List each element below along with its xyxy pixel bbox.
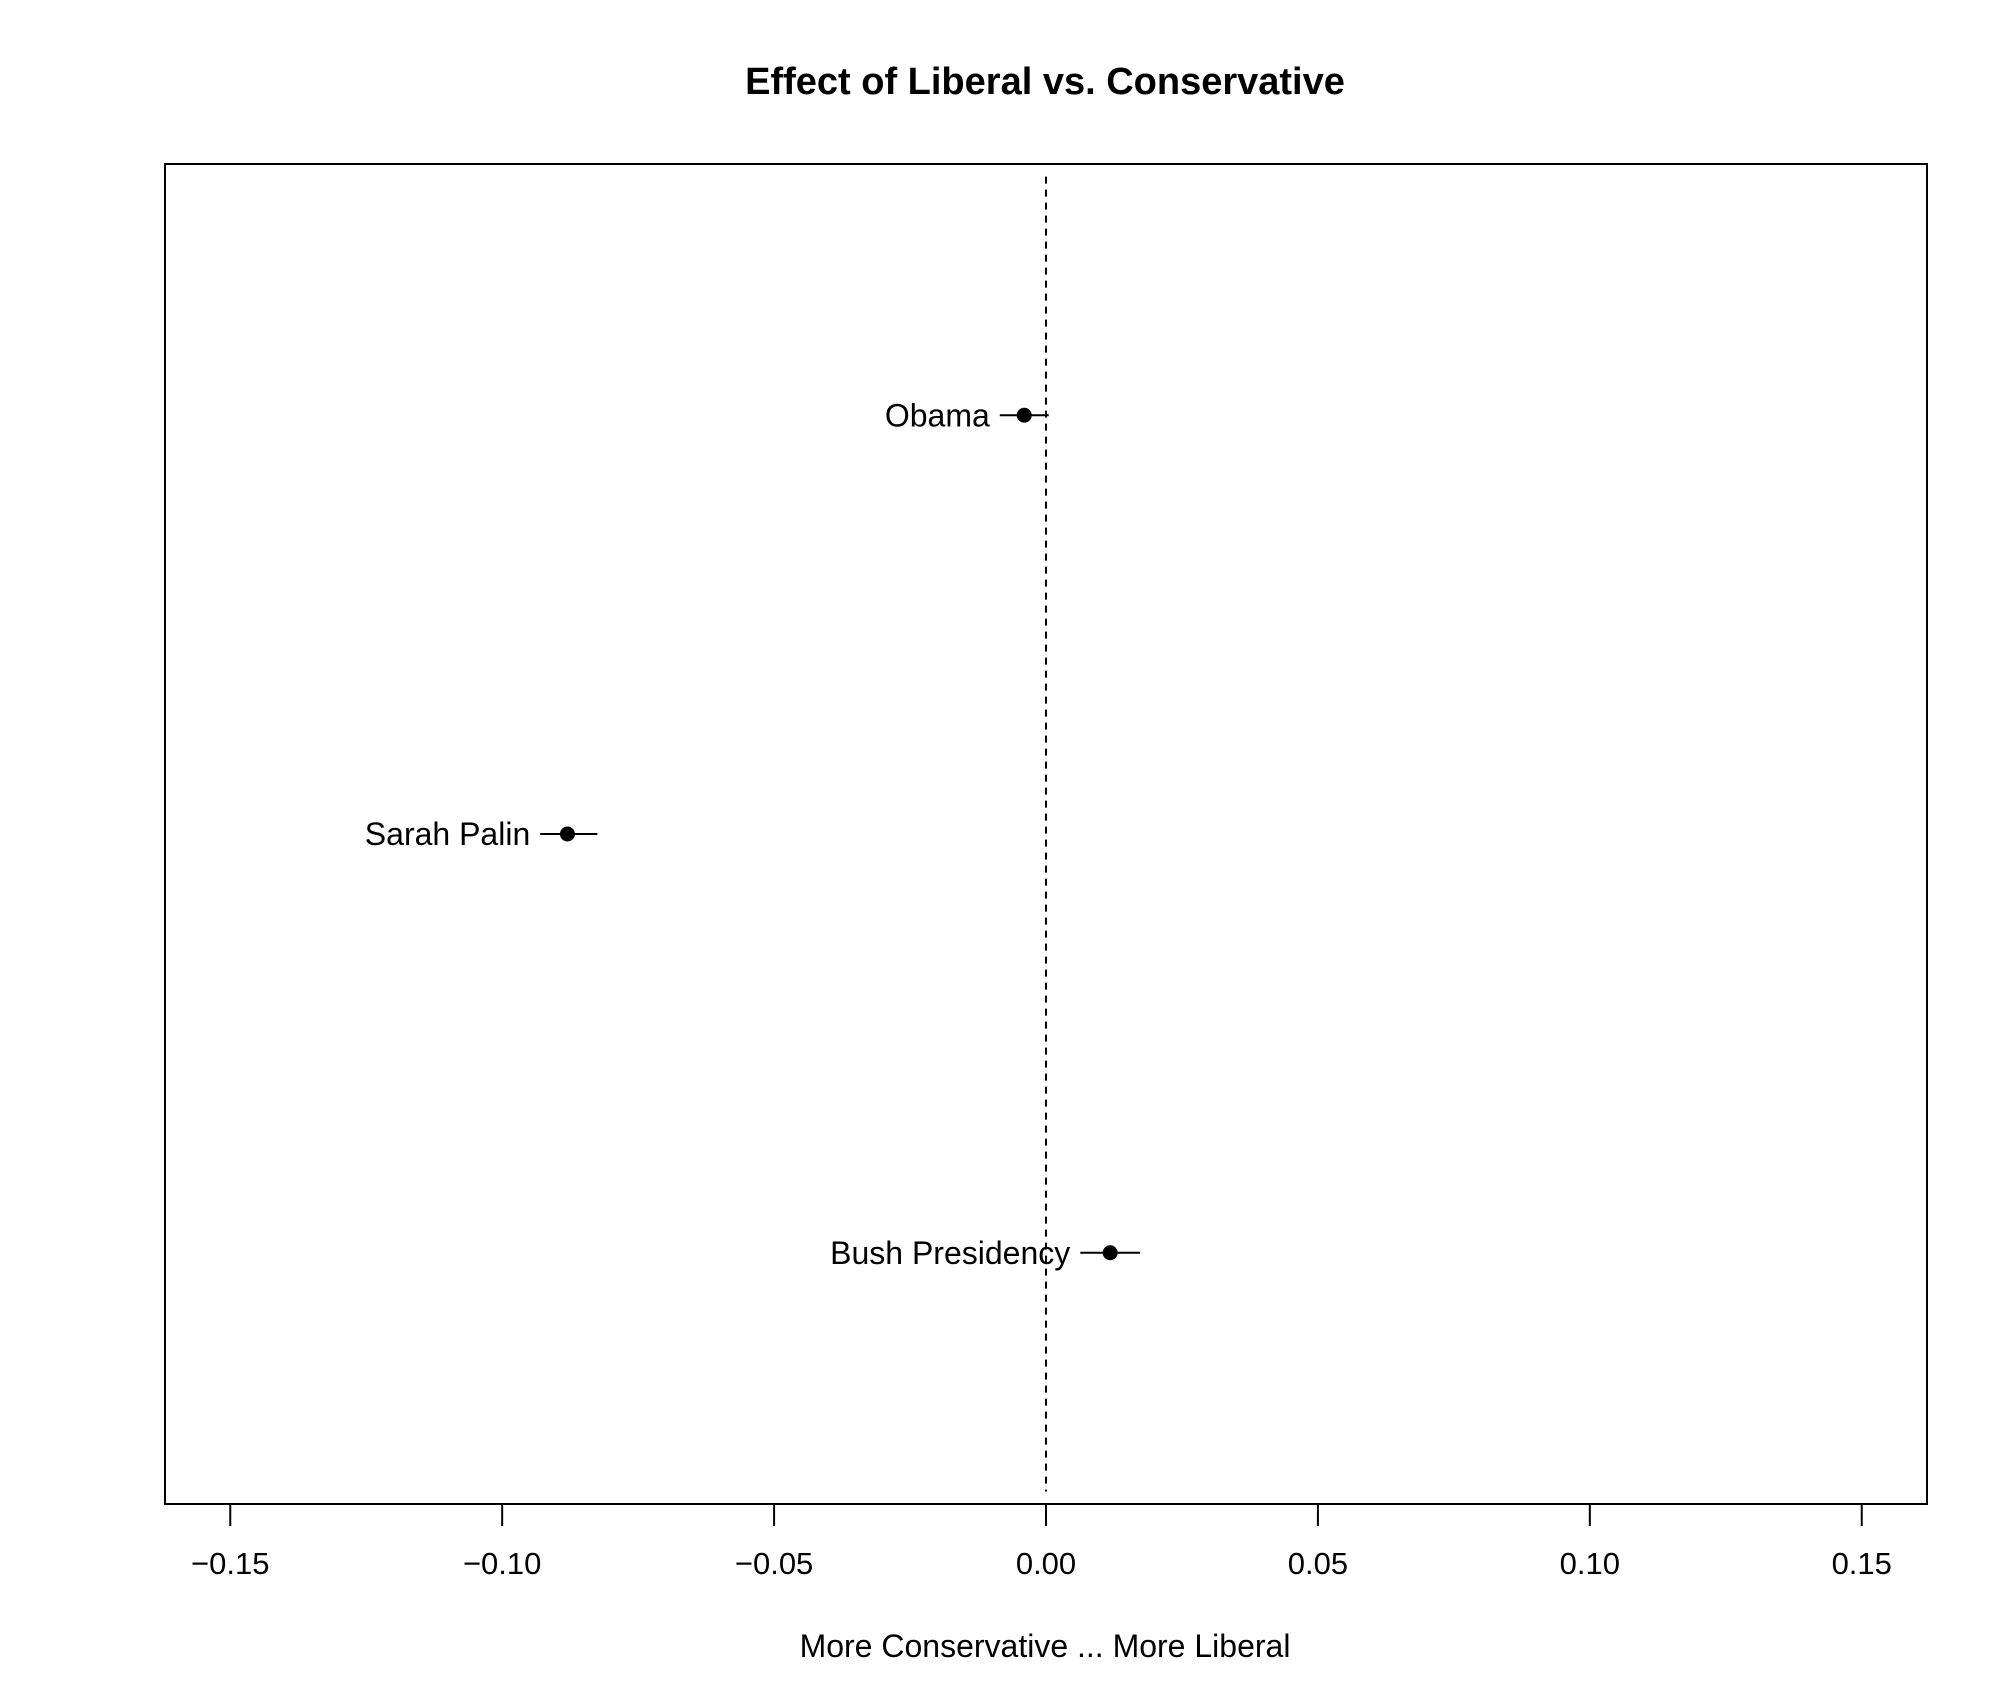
x-tick-label: −0.10 [463, 1546, 541, 1581]
estimate-point [1016, 407, 1032, 423]
x-tick-label: −0.05 [735, 1546, 813, 1581]
point-label: Bush Presidency [830, 1235, 1070, 1271]
chart-title: Effect of Liberal vs. Conservative [745, 61, 1345, 103]
estimate-row: Sarah Palin [365, 816, 598, 852]
x-tick-label: 0.00 [1016, 1546, 1076, 1581]
x-tick-label: 0.15 [1832, 1546, 1892, 1581]
estimate-point [1102, 1245, 1118, 1261]
estimate-row: Bush Presidency [830, 1235, 1141, 1271]
x-tick-label: −0.15 [191, 1546, 269, 1581]
estimate-row: Obama [885, 397, 1049, 433]
x-tick-label: 0.05 [1288, 1546, 1348, 1581]
estimate-point [559, 826, 575, 842]
x-tick-label: 0.10 [1560, 1546, 1620, 1581]
point-label: Sarah Palin [365, 816, 530, 852]
x-axis-label: More Conservative ... More Liberal [800, 1628, 1291, 1664]
point-label: Obama [885, 397, 990, 433]
